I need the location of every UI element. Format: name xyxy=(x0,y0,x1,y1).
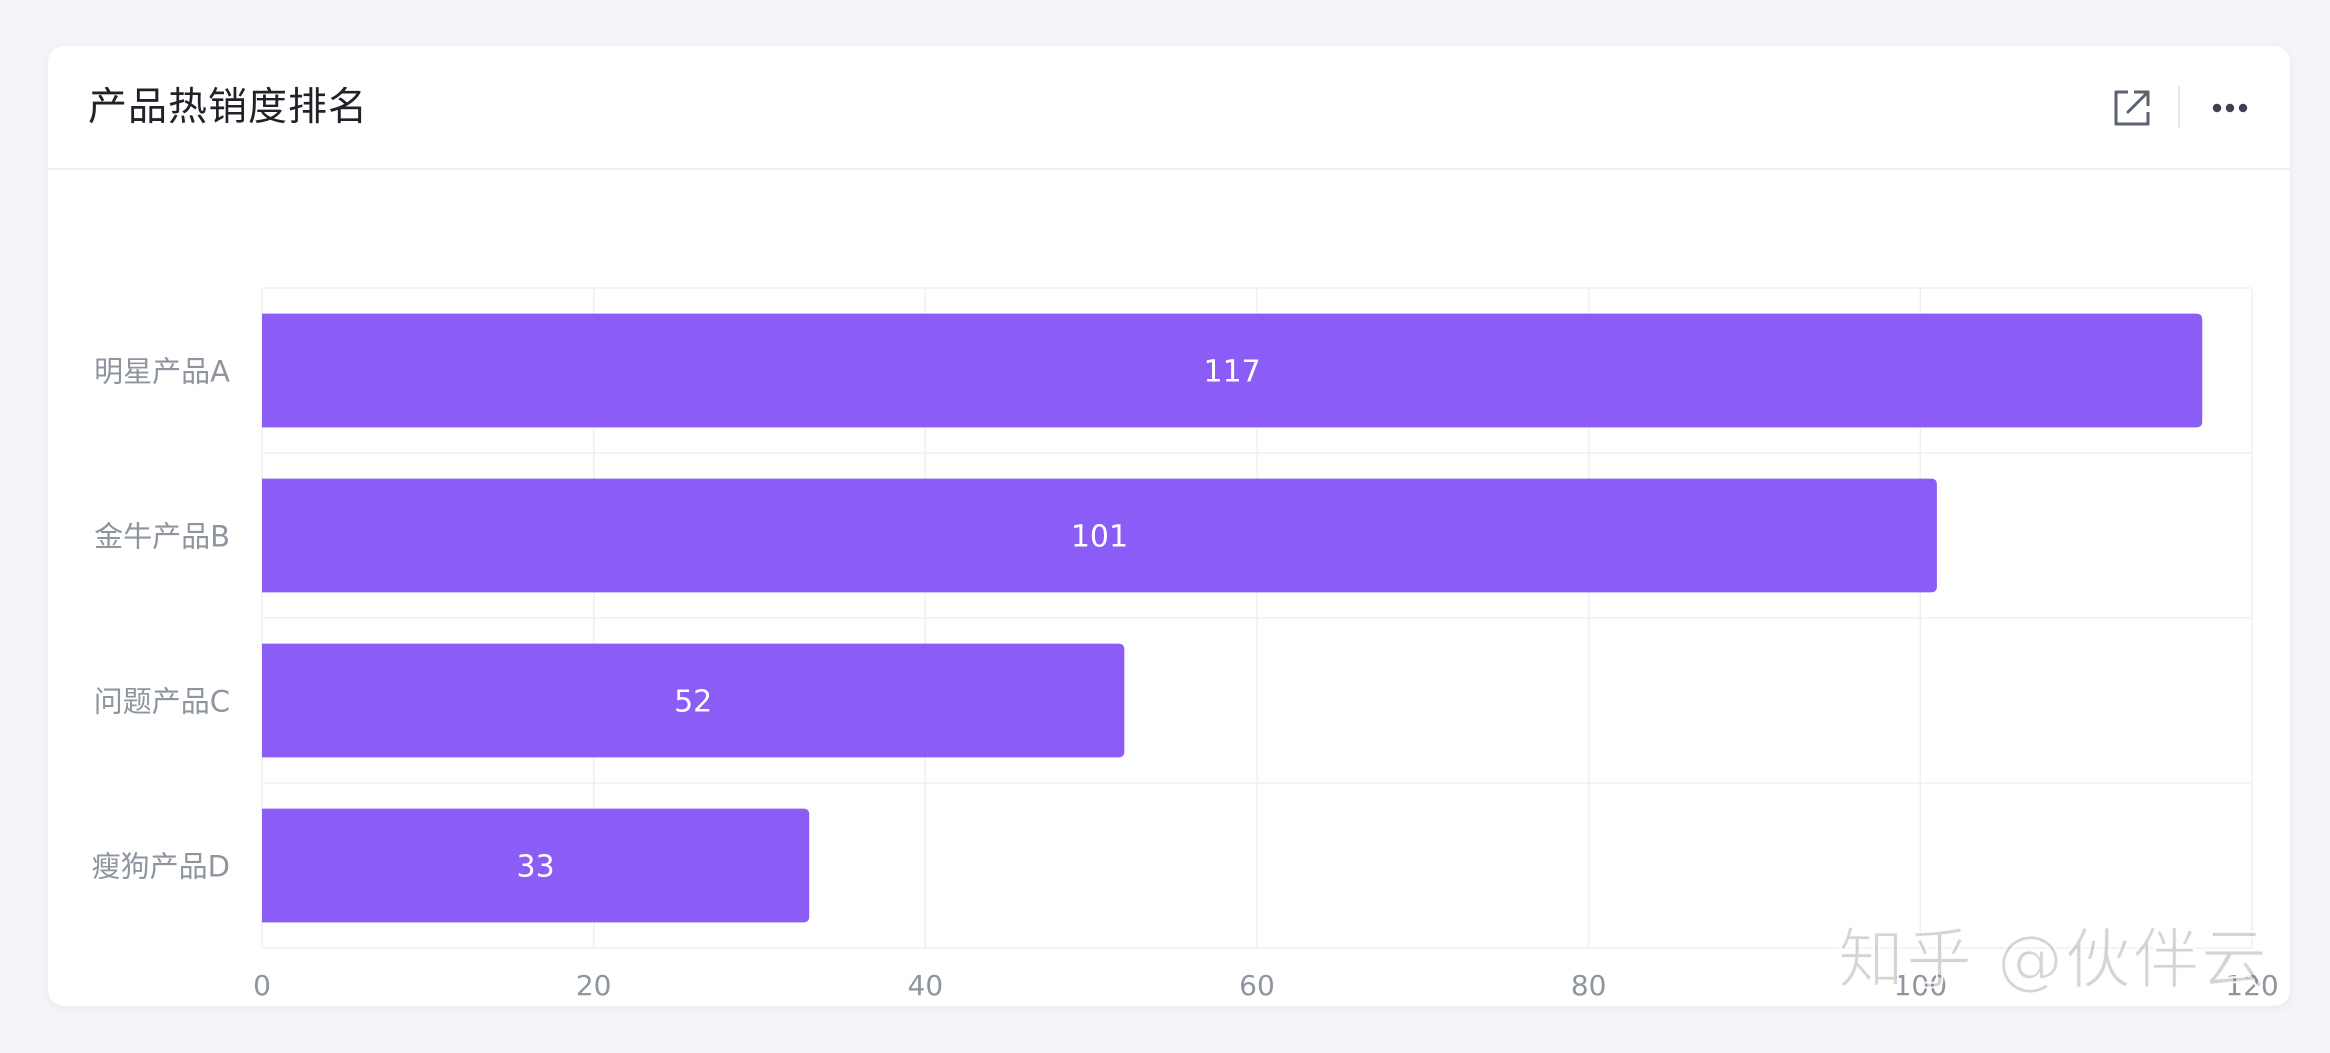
category-tick-label: 问题产品C xyxy=(94,685,230,719)
chart-area: 117 明星产品A 101 金牛产品B 52 问题产品C 33 瘦狗产品D 0 20 40 60 80 1… xyxy=(48,170,2290,1006)
bar xyxy=(262,313,2203,428)
category-tick-label: 瘦狗产品D xyxy=(92,850,230,884)
more-button[interactable] xyxy=(2204,82,2256,134)
x-tick-label: 0 xyxy=(253,969,271,1002)
card-header: 产品热销度排名 xyxy=(48,46,2290,170)
x-tick-label: 40 xyxy=(908,969,944,1002)
x-tick-label: 80 xyxy=(1571,969,1607,1002)
card-title: 产品热销度排名 xyxy=(88,85,369,130)
chart-card: 产品热销度排名 117 明星产品A 101 金牛产品B 52 问题产品C xyxy=(48,46,2290,1006)
x-tick-label: 120 xyxy=(2225,969,2278,1002)
x-tick-label: 100 xyxy=(1894,969,1947,1002)
x-tick-label: 20 xyxy=(576,969,612,1002)
bar xyxy=(262,808,810,923)
bar-chart: 117 明星产品A 101 金牛产品B 52 问题产品C 33 瘦狗产品D 0 20 40 60 80 1… xyxy=(92,287,2279,1002)
more-horizontal-icon xyxy=(2204,82,2256,134)
header-divider xyxy=(2178,86,2180,128)
category-tick-label: 明星产品A xyxy=(94,355,230,389)
bar-value-label: 101 xyxy=(1071,520,1128,555)
bar xyxy=(262,478,1937,593)
category-tick-label: 金牛产品B xyxy=(94,520,230,554)
bar-value-label: 33 xyxy=(517,850,555,885)
bar-value-label: 52 xyxy=(674,685,712,720)
bar xyxy=(262,643,1125,758)
external-link-icon xyxy=(2106,82,2158,134)
expand-button[interactable] xyxy=(2106,82,2158,134)
bar-value-label: 117 xyxy=(1203,355,1260,390)
x-tick-label: 60 xyxy=(1239,969,1275,1002)
